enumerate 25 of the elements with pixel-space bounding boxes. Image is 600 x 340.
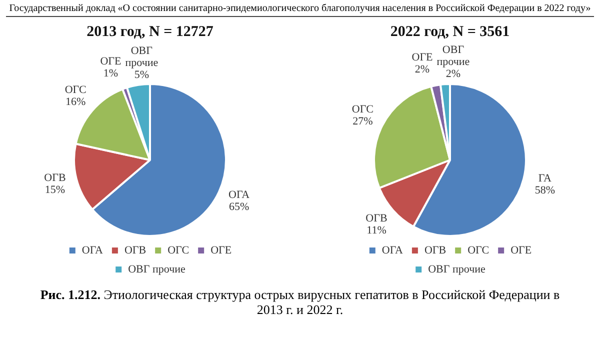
data-label: ОГА 65% <box>228 188 250 213</box>
chart-title: 2013 год, N = 12727 <box>86 24 214 40</box>
data-label: ОГС 27% <box>352 103 374 128</box>
data-label: ОГВ 15% <box>44 172 66 196</box>
chart-title: 2022 год, N = 3561 <box>390 24 510 40</box>
legend-label: ОВГ прочие <box>128 263 186 276</box>
legend-label: ОГА <box>82 244 103 256</box>
legend-label: ОГЕ <box>510 244 532 256</box>
data-label: ГА 58% <box>534 172 556 196</box>
text: Государственный доклад «О состоянии санитарно-эпидемиологического благополучия населения в Российской Федерации в 2022 году» <box>6 0 594 17</box>
legend-label: ОВГ прочие <box>428 263 486 276</box>
data-label: ОВГ прочие 5% <box>125 45 158 82</box>
text: Этиологическая структура острых вирусных гепатитов в Российской Федерации в 2013 г. и 2022 г. <box>102 287 560 317</box>
text: Рис. 1.212. <box>40 287 101 302</box>
legend-label: ОГВ <box>424 244 446 256</box>
legend-label: ОГВ <box>124 244 146 256</box>
data-label: ОВГ прочие 2% <box>436 44 470 80</box>
data-label: ОГС 16% <box>64 84 86 108</box>
data-label: ОГЕ 2% <box>412 52 434 76</box>
legend-label: ОГС <box>468 244 490 256</box>
data-label: ОГЕ 1% <box>100 55 122 80</box>
legend-label: ОГС <box>168 244 190 256</box>
data-label: ОГВ 11% <box>366 212 388 237</box>
legend-label: ОГЕ <box>210 244 232 256</box>
legend-label: ОГА <box>382 244 403 256</box>
